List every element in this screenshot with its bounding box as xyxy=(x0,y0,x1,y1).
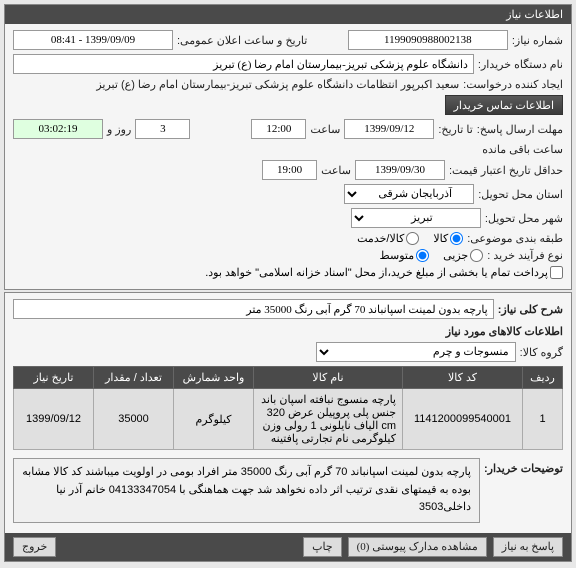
col-code: کد کالا xyxy=(403,367,523,389)
desc-field[interactable] xyxy=(13,299,494,319)
respond-button[interactable]: پاسخ به نیاز xyxy=(493,537,563,557)
exit-button[interactable]: خروج xyxy=(13,537,56,557)
need-no-label: شماره نیاز: xyxy=(512,34,563,47)
need-detail-panel: شرح کلی نیاز: اطلاعات کالاهای مورد نیاز … xyxy=(4,292,572,562)
announce-label: تاریخ و ساعت اعلان عمومی: xyxy=(177,34,307,47)
treasury-check-group: پرداخت تمام یا بخشی از مبلغ خرید،از محل … xyxy=(195,266,563,279)
cell-code: 1141200099540001 xyxy=(403,389,523,450)
contact-buyer-button[interactable]: اطلاعات تماس خریدار xyxy=(445,95,563,115)
need-detail-body: شرح کلی نیاز: اطلاعات کالاهای مورد نیاز … xyxy=(5,293,571,533)
process-label: نوع فرآیند خرید : xyxy=(487,249,563,262)
proc-mid-option[interactable]: متوسط xyxy=(380,249,430,262)
cat-service-option[interactable]: کالا/خدمت xyxy=(357,232,419,245)
col-row: ردیف xyxy=(523,367,563,389)
items-title: اطلاعات کالاهای مورد نیاز xyxy=(13,325,563,338)
days-label: روز و xyxy=(107,123,131,136)
cat-kala-radio[interactable] xyxy=(450,232,463,245)
cat-kala-option[interactable]: کالا xyxy=(433,232,463,245)
deadline-label: مهلت ارسال پاسخ: xyxy=(477,123,563,136)
proc-mid-radio[interactable] xyxy=(416,249,429,262)
group-label: گروه کالا: xyxy=(520,346,563,359)
announce-field[interactable] xyxy=(13,30,173,50)
process-radios: جزیی متوسط xyxy=(370,249,484,262)
city-label: شهر محل تحویل: xyxy=(485,212,563,225)
deadline-date[interactable] xyxy=(344,119,434,139)
group-select[interactable]: منسوجات و چرم xyxy=(316,342,516,362)
cell-name: پارچه منسوج نبافته اسپان باند جنس پلی پر… xyxy=(254,389,403,450)
cell-date: 1399/09/12 xyxy=(14,389,94,450)
creator-value: سعید اکبرپور انتظامات دانشگاه علوم پزشکی… xyxy=(13,78,459,91)
table-header-row: ردیف کد کالا نام کالا واحد شمارش تعداد /… xyxy=(14,367,563,389)
cat-service-radio[interactable] xyxy=(406,232,419,245)
cell-row: 1 xyxy=(523,389,563,450)
days-field[interactable] xyxy=(135,119,190,139)
category-radios: کالا کالا/خدمت xyxy=(347,232,463,245)
col-name: نام کالا xyxy=(254,367,403,389)
treasury-option[interactable]: پرداخت تمام یا بخشی از مبلغ خرید،از محل … xyxy=(205,266,563,279)
city-select[interactable]: تبریز xyxy=(351,208,481,228)
items-table: ردیف کد کالا نام کالا واحد شمارش تعداد /… xyxy=(13,366,563,450)
to-date-label: تا تاریخ: xyxy=(438,123,472,136)
table-row[interactable]: 1 1141200099540001 پارچه منسوج نبافته اس… xyxy=(14,389,563,450)
countdown-label: ساعت باقی مانده xyxy=(482,143,563,156)
province-label: استان محل تحویل: xyxy=(478,188,563,201)
time-label-2: ساعت xyxy=(321,164,351,177)
need-info-body: شماره نیاز: تاریخ و ساعت اعلان عمومی: نا… xyxy=(5,24,571,289)
need-no-field[interactable] xyxy=(348,30,508,50)
proc-low-radio[interactable] xyxy=(470,249,483,262)
treasury-checkbox[interactable] xyxy=(550,266,563,279)
credit-label: حداقل تاریخ اعتبار قیمت: xyxy=(449,164,563,177)
need-info-panel: اطلاعات نیاز شماره نیاز: تاریخ و ساعت اع… xyxy=(4,4,572,290)
cat-label: طبقه بندی موضوعی: xyxy=(467,232,563,245)
buyer-notes-box: پارچه بدون لمینت اسپانباند 70 گرم آبی رن… xyxy=(13,458,480,523)
countdown-field xyxy=(13,119,103,139)
cell-unit: کیلوگرم xyxy=(174,389,254,450)
col-date: تاریخ نیاز xyxy=(14,367,94,389)
province-select[interactable]: آذربایجان شرقی xyxy=(344,184,474,204)
deadline-time[interactable] xyxy=(251,119,306,139)
attachments-button[interactable]: مشاهده مدارک پیوستی (0) xyxy=(348,537,487,557)
print-button[interactable]: چاپ xyxy=(303,537,342,557)
buyer-field[interactable] xyxy=(13,54,474,74)
proc-low-option[interactable]: جزیی xyxy=(443,249,483,262)
time-label-1: ساعت xyxy=(310,123,340,136)
col-qty: تعداد / مقدار xyxy=(94,367,174,389)
desc-label: شرح کلی نیاز: xyxy=(498,303,563,316)
buyer-label: نام دستگاه خریدار: xyxy=(478,58,563,71)
credit-date[interactable] xyxy=(355,160,445,180)
cell-qty: 35000 xyxy=(94,389,174,450)
col-unit: واحد شمارش xyxy=(174,367,254,389)
buyer-notes-label: توضیحات خریدار: xyxy=(484,458,563,475)
creator-label: ایجاد کننده درخواست: xyxy=(463,78,563,91)
credit-time[interactable] xyxy=(262,160,317,180)
need-info-title: اطلاعات نیاز xyxy=(5,5,571,24)
